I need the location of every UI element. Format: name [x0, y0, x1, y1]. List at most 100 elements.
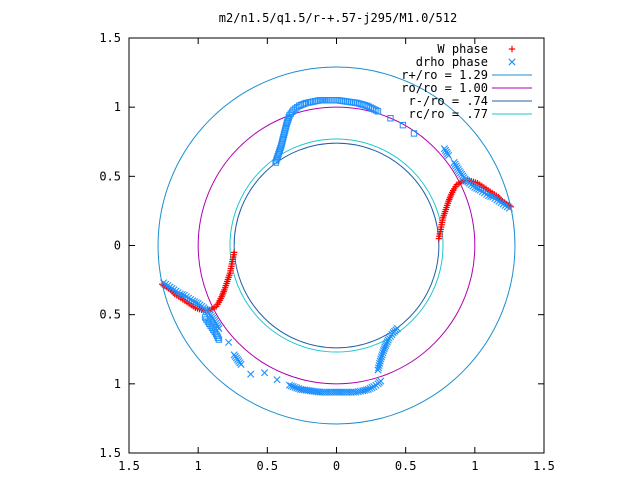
point-2-16	[374, 108, 382, 115]
point-1-35-2	[361, 386, 369, 394]
point-1-51-2	[384, 336, 392, 344]
y-tick-label-3: 0	[114, 239, 121, 253]
point-2-4-2	[284, 116, 292, 123]
legend-label-0: W phase	[437, 42, 488, 56]
legend-label-4: r-/ro = .74	[409, 94, 488, 108]
point-1-19	[194, 300, 202, 308]
point-1-44-3	[291, 383, 299, 391]
point-2-0	[272, 159, 279, 166]
x-tick-label-0: 1.5	[118, 459, 140, 473]
point-1-44-4	[289, 383, 297, 391]
point-1-30	[237, 360, 245, 369]
point-2-24-1	[213, 332, 221, 340]
point-1-4-1	[473, 184, 481, 192]
y-tick-label-4: 0.5	[99, 308, 121, 322]
point-1-19-1	[192, 299, 200, 307]
point-1-51-1	[383, 338, 391, 346]
y-tick-label-6: 1.5	[99, 446, 121, 460]
point-1-31	[247, 370, 255, 378]
point-1-19-2	[190, 298, 199, 306]
point-1-44-1	[295, 385, 303, 393]
x-tick-label-4: 0.5	[395, 459, 417, 473]
y-tick-label-0: 1.5	[99, 31, 121, 45]
point-1-48-3	[376, 359, 384, 367]
point-1-49-1	[377, 353, 386, 361]
point-2-4-3	[285, 114, 292, 121]
point-1-4-2	[474, 185, 483, 193]
x-tick-label-3: 0	[333, 459, 340, 473]
legend-label-2: r+/ro = 1.29	[401, 68, 488, 82]
y-tick-label-1: 1	[114, 100, 121, 114]
point-2-24-2	[214, 334, 222, 341]
point-2-19	[410, 130, 418, 137]
point-1-49-2	[378, 351, 386, 359]
point-1-48-2	[375, 361, 383, 370]
point-2-1-1	[275, 148, 283, 156]
point-1-45	[285, 381, 294, 389]
point-2-0-3	[274, 153, 281, 160]
axis-ticks: 1.5 1 0.5 0 0.5 1 1.51.510.500.511.5	[99, 31, 555, 473]
point-2-5-2	[289, 108, 296, 115]
legend-label-1: drho phase	[416, 55, 488, 69]
point-1-28	[225, 338, 233, 346]
point-1-22	[180, 291, 188, 299]
point-2-11-4	[332, 97, 340, 104]
point-2-15-5	[372, 107, 380, 114]
circle-0	[157, 66, 516, 425]
point-2-1-3	[277, 144, 284, 152]
point-2-4	[283, 120, 290, 127]
point-1-27	[159, 279, 168, 287]
point-2-1-2	[276, 146, 283, 154]
point-1-46	[273, 376, 281, 384]
point-2-17	[387, 115, 394, 122]
point-2-1	[275, 151, 282, 158]
point-1-51	[382, 340, 390, 348]
point-1-34	[370, 383, 378, 391]
legend-key-0	[508, 45, 516, 53]
point-2-4-1	[284, 118, 291, 125]
point-1-44	[296, 385, 305, 393]
circle-2	[233, 142, 440, 349]
x-tick-label-2: 0.5	[256, 459, 278, 473]
x-tick-label-1: 1	[195, 459, 202, 473]
point-1-54	[393, 324, 401, 333]
point-2-0-1	[273, 157, 280, 164]
point-1-44-2	[293, 384, 301, 392]
circle-3	[229, 138, 444, 353]
point-1-12	[505, 204, 514, 212]
point-1-50-3	[382, 341, 390, 350]
legend-key-1	[508, 58, 516, 66]
point-1-48-4	[376, 357, 384, 365]
point-1-22-1	[178, 291, 186, 299]
x-tick-label-6: 1.5	[533, 459, 555, 473]
point-1-44-5	[287, 382, 295, 390]
point-2-11-2	[328, 97, 336, 104]
y-tick-label-2: 0.5	[99, 169, 121, 183]
point-1-7	[485, 192, 493, 200]
point-2-0-2	[273, 155, 281, 162]
point-1-7-1	[487, 192, 495, 200]
data-series	[159, 97, 514, 396]
point-1-34-1	[368, 383, 376, 392]
point-2-11-1	[326, 97, 334, 104]
circle-1	[197, 106, 476, 385]
point-2-18	[399, 121, 407, 129]
legend-label-3: ro/ro = 1.00	[401, 81, 488, 95]
legend-label-5: rc/ro = .77	[409, 107, 488, 121]
point-1-4	[471, 183, 479, 191]
radius-circles	[157, 66, 516, 425]
point-1-49	[377, 355, 385, 363]
y-tick-label-5: 1	[114, 377, 121, 391]
point-1-14	[440, 145, 448, 153]
point-1-48	[374, 366, 382, 374]
x-tick-label-5: 1	[471, 459, 478, 473]
point-1-34-2	[366, 384, 374, 393]
point-1-49-3	[379, 349, 387, 357]
point-1-48-1	[374, 364, 383, 372]
point-2-7-3	[301, 100, 308, 107]
point-2-11-3	[330, 97, 338, 104]
point-1-47	[260, 369, 269, 377]
point-2-25	[215, 336, 223, 343]
